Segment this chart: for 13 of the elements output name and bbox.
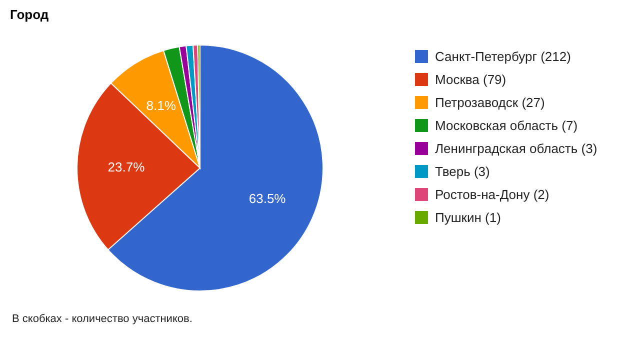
legend-label: Москва (79) [435, 72, 506, 87]
legend-label: Пушкин (1) [435, 210, 501, 225]
legend-label: Ленинградская область (3) [435, 141, 598, 156]
legend-label: Петрозаводск (27) [435, 95, 545, 110]
text: В скобках - количество участников. [12, 313, 192, 325]
chart-title: Город [10, 7, 50, 22]
data-label: 23.7% [108, 159, 146, 174]
legend-label: Ростов-на-Дону (2) [435, 187, 550, 202]
data-label: 63.5% [248, 190, 286, 206]
legend-label: Санкт-Петербург (212) [435, 49, 571, 64]
legend-label: Тверь (3) [435, 164, 490, 179]
legend-label: Московская область (7) [435, 118, 578, 133]
data-label: 8.1% [146, 98, 176, 113]
